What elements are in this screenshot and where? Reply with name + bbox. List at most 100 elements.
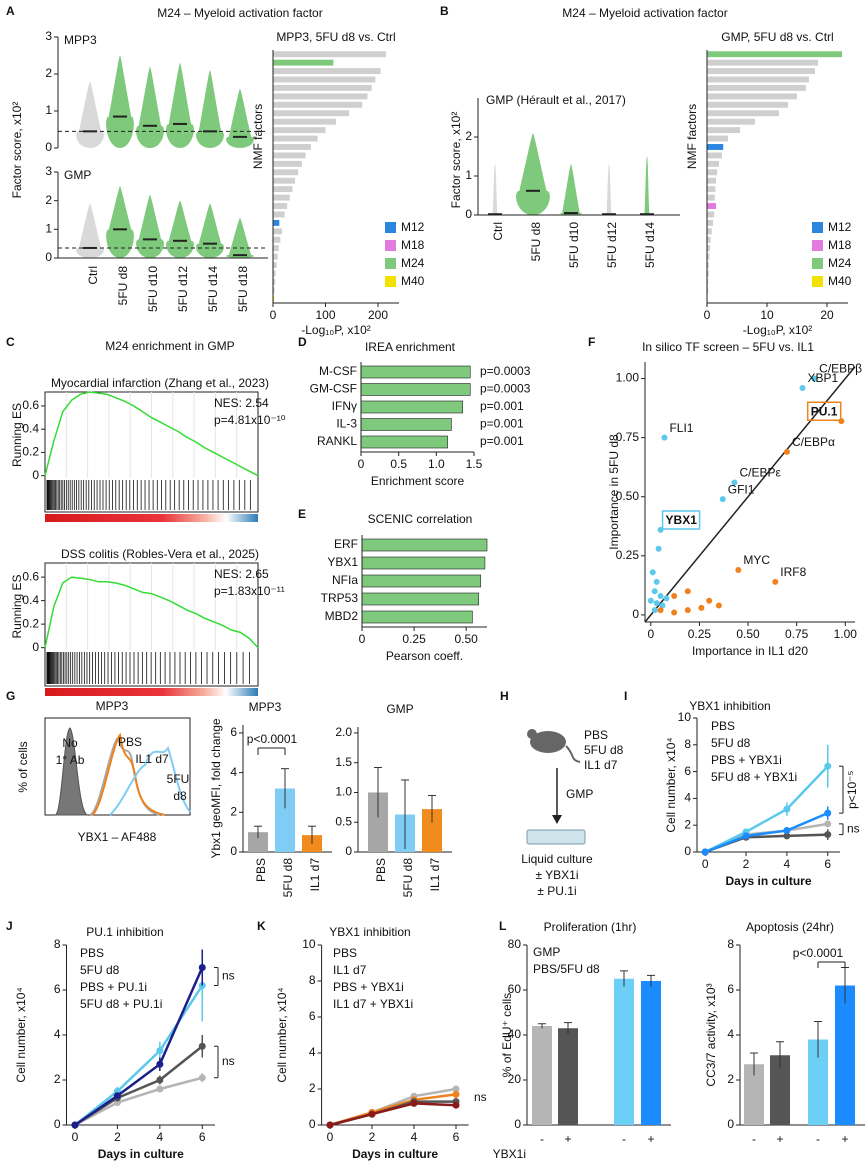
x-tick-label: 1.0 <box>428 457 445 471</box>
y-tick-label: 2 <box>684 817 691 831</box>
bar <box>707 160 719 167</box>
x-tick-label: 2 <box>743 857 750 871</box>
y-tick-label: 80 <box>508 937 522 951</box>
point <box>824 831 832 839</box>
panel-title: M24 enrichment in GMP <box>105 339 234 353</box>
y-tick-label: RANKL <box>317 434 357 448</box>
violin <box>560 164 582 215</box>
y-tick-label: 6 <box>230 725 237 739</box>
y-tick-label: GM-CSF <box>310 382 357 396</box>
bar <box>707 253 710 260</box>
x-tick-label: 2 <box>114 1130 121 1144</box>
bar <box>614 978 634 1125</box>
violin <box>136 194 164 258</box>
label: Importance in 5FU d8 <box>607 434 621 550</box>
x-tick-label: 20 <box>820 308 834 322</box>
point <box>824 809 832 817</box>
label: PBS/5FU d8 <box>533 962 600 976</box>
y-tick-label: 8 <box>684 737 691 751</box>
label: PU.1 inhibition <box>86 925 163 939</box>
legend-label: M40 <box>401 274 425 288</box>
x-tick-label: Ctrl <box>86 266 100 285</box>
point <box>659 602 666 609</box>
panel-letter: G <box>6 689 15 703</box>
legend-label: IL1 d7 + YBX1i <box>333 997 413 1011</box>
violin <box>226 88 254 148</box>
x-tick-label: PBS <box>374 858 388 882</box>
bar <box>368 792 388 852</box>
bar <box>707 194 715 201</box>
violin <box>166 62 194 148</box>
label: GMP, 5FU d8 vs. Ctrl <box>721 30 833 44</box>
legend-label: PBS <box>333 946 357 960</box>
point <box>783 827 791 835</box>
point <box>410 1099 418 1107</box>
legend-label: M24 <box>401 256 425 270</box>
legend-label: 5FU d8 + PU.1i <box>80 997 162 1011</box>
label: PBS <box>584 728 608 742</box>
label: GMP (Hérault et al., 2017) <box>486 93 626 107</box>
bar <box>273 169 299 176</box>
point <box>198 1042 206 1050</box>
y-tick-label: 1 <box>465 168 472 182</box>
violin <box>76 81 104 148</box>
label: PBS <box>118 735 142 749</box>
x-tick-label: 6 <box>453 1130 460 1144</box>
bar <box>273 262 277 269</box>
annotation: ns <box>847 821 860 835</box>
x-tick-label: 0 <box>702 857 709 871</box>
bar <box>558 1028 578 1125</box>
bar <box>273 135 318 142</box>
point <box>824 762 832 770</box>
y-tick-label: 0.25 <box>616 548 640 562</box>
label: Factor score, x10² <box>10 102 24 199</box>
line <box>74 966 204 1127</box>
y-tick-label: 10 <box>678 710 692 724</box>
label: ± PU.1i <box>537 884 576 898</box>
bar <box>707 186 716 193</box>
violin <box>166 200 194 258</box>
y-tick-label: 1 <box>45 222 52 236</box>
panel-letter: D <box>298 335 307 349</box>
x-tick-label: 0.25 <box>688 627 712 641</box>
y-tick-label: 2 <box>309 1081 316 1095</box>
point-label: XBP1 <box>808 371 839 385</box>
y-tick-label: 1.0 <box>335 785 352 799</box>
point <box>452 1090 460 1098</box>
flow-histogram <box>44 717 191 816</box>
label: Cell number, x10⁴ <box>275 987 289 1082</box>
point <box>368 1110 376 1118</box>
panel-letter: E <box>298 507 306 521</box>
bar <box>273 219 280 226</box>
bar <box>707 127 740 134</box>
y-tick-label: 0 <box>684 844 691 858</box>
point <box>657 593 664 599</box>
bar <box>744 1064 764 1125</box>
label: -Log₁₀P, x10² <box>743 323 813 337</box>
arrow-head <box>552 815 562 824</box>
x-tick-label: 5FU d8 <box>281 858 295 898</box>
p-value: p=0.0003 <box>480 382 531 396</box>
bar <box>361 610 473 624</box>
x-tick-label: 5FU d8 <box>529 222 543 262</box>
x-tick-label: 4 <box>411 1130 418 1144</box>
bar <box>360 435 448 449</box>
x-tick-label: 4 <box>784 857 791 871</box>
y-tick-label: 8 <box>727 937 734 951</box>
violin <box>644 156 650 215</box>
label: DSS colitis (Robles-Vera et al., 2025) <box>61 547 259 561</box>
label: -Log₁₀P, x10² <box>301 323 371 337</box>
y-tick-label: 2 <box>45 66 52 80</box>
x-tick-label: 200 <box>368 308 388 322</box>
fu-curve <box>109 745 191 816</box>
bar <box>273 118 336 125</box>
y-tick-label: 4 <box>230 765 237 779</box>
point <box>653 600 660 607</box>
y-tick-label: 3 <box>45 164 52 178</box>
point <box>452 1085 460 1093</box>
bar <box>707 118 755 125</box>
point <box>783 805 791 813</box>
panel-letter: K <box>257 919 266 933</box>
label: YBX1 – AF488 <box>78 830 157 844</box>
panel-letter: A <box>6 4 15 18</box>
